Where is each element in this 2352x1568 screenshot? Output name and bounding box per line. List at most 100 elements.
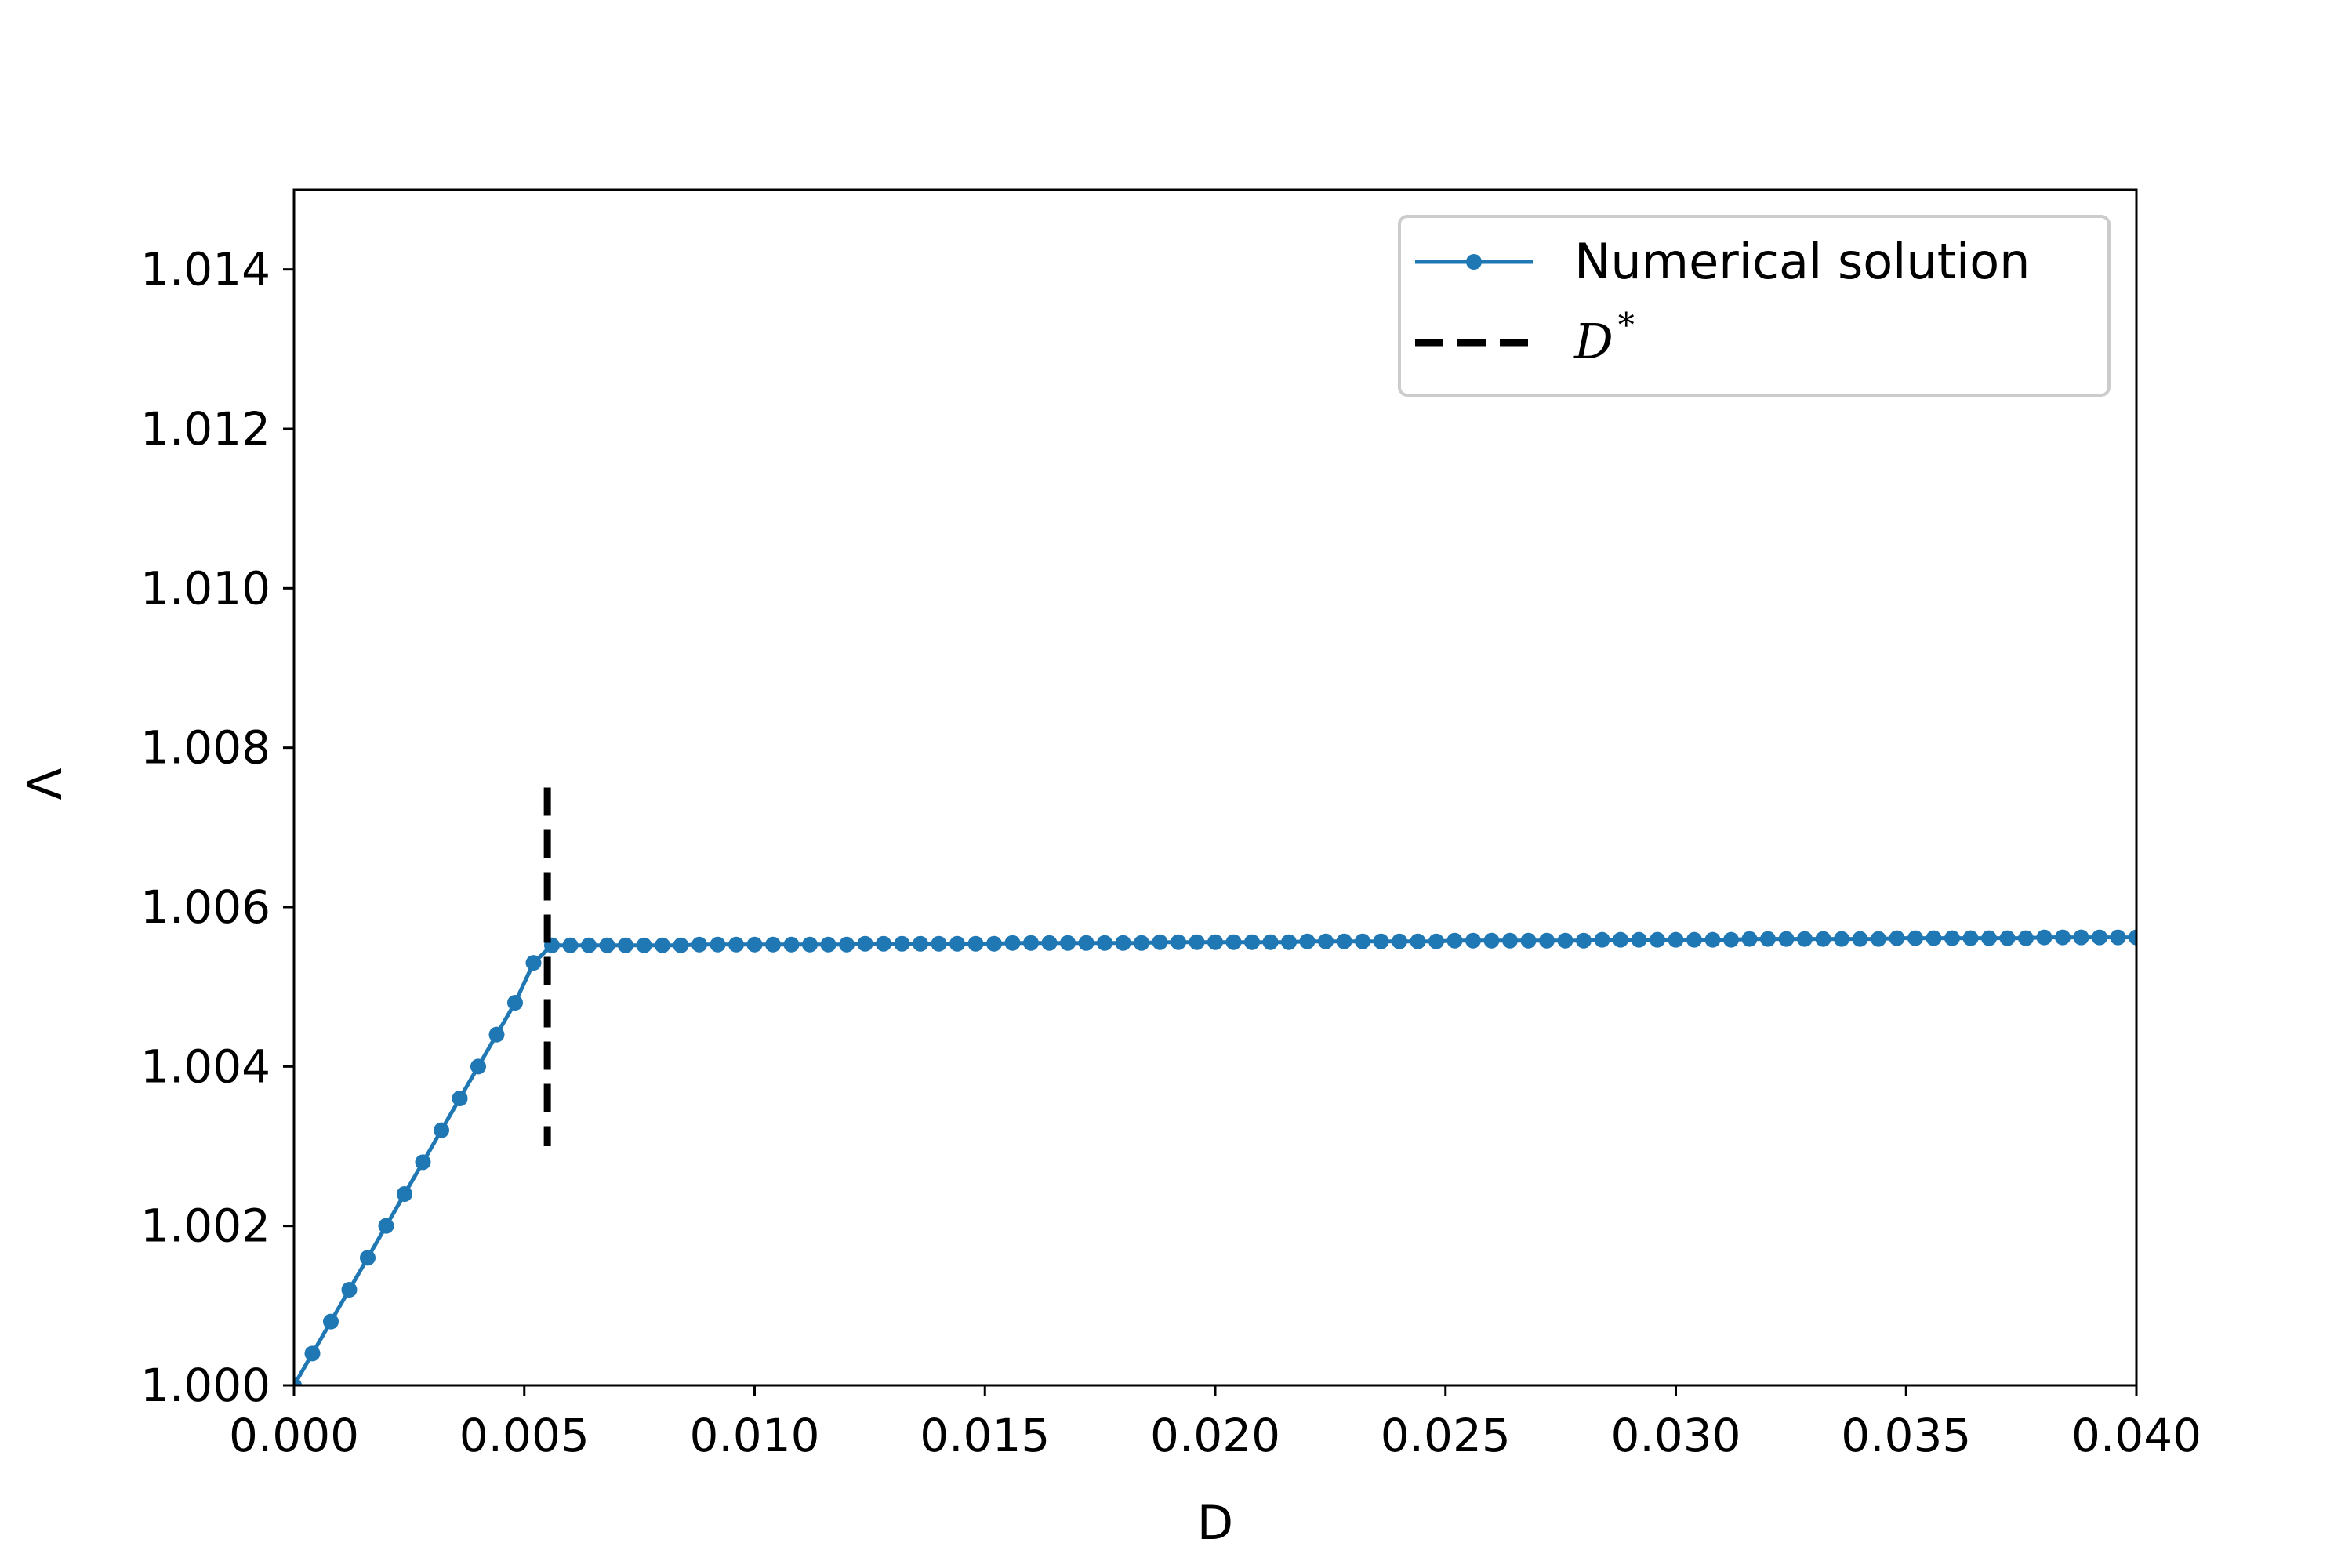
data-point xyxy=(1907,930,1923,946)
data-point xyxy=(1225,934,1242,950)
data-point xyxy=(1299,933,1316,949)
data-point xyxy=(1023,935,1039,951)
data-point xyxy=(2018,930,2034,946)
y-tick-label: 1.006 xyxy=(140,880,270,934)
data-point xyxy=(1797,931,1813,947)
data-point xyxy=(1962,930,1979,946)
data-point xyxy=(562,937,579,953)
data-point xyxy=(2129,929,2136,946)
y-tick-label: 1.008 xyxy=(140,721,270,775)
data-point xyxy=(304,1345,321,1362)
data-point xyxy=(1465,932,1481,949)
y-tick-label: 1.010 xyxy=(140,561,270,615)
data-point xyxy=(1078,935,1094,951)
data-point xyxy=(1446,932,1463,949)
data-point xyxy=(1483,932,1500,949)
legend-series-marker xyxy=(1466,254,1482,270)
data-point xyxy=(1613,931,1628,948)
plot-area xyxy=(294,929,2136,1385)
x-tick-label: 0.015 xyxy=(920,1409,1050,1462)
x-tick-label: 0.010 xyxy=(689,1409,819,1462)
data-point xyxy=(599,937,615,953)
data-point xyxy=(1152,934,1168,950)
data-point xyxy=(1631,931,1647,948)
y-tick-label: 1.000 xyxy=(140,1359,270,1412)
data-point xyxy=(1760,931,1776,947)
data-point xyxy=(655,937,670,953)
data-point xyxy=(1704,931,1721,948)
y-tick-label: 1.012 xyxy=(140,402,270,456)
data-point xyxy=(1207,934,1223,950)
data-point xyxy=(1502,932,1518,949)
data-point xyxy=(2073,929,2089,946)
data-point xyxy=(765,936,781,953)
data-point xyxy=(802,936,818,953)
data-point xyxy=(618,937,633,953)
data-point xyxy=(1723,931,1739,948)
legend-box xyxy=(1398,215,2111,397)
data-point xyxy=(1410,933,1426,949)
data-point xyxy=(2092,929,2107,946)
data-point xyxy=(1244,934,1260,950)
data-point xyxy=(1355,933,1370,949)
data-point xyxy=(415,1154,431,1171)
data-point xyxy=(1852,931,1868,947)
data-point xyxy=(1778,931,1795,947)
data-point xyxy=(525,955,542,971)
y-tick-label: 1.014 xyxy=(140,243,270,296)
x-tick-label: 0.035 xyxy=(1841,1409,1971,1462)
data-point xyxy=(673,937,689,953)
x-tick-label: 0.000 xyxy=(229,1409,359,1462)
data-point xyxy=(1741,931,1758,947)
legend-vline-label: D * xyxy=(1573,306,1635,370)
data-point xyxy=(2055,929,2071,946)
data-point xyxy=(1576,932,1592,949)
data-point xyxy=(710,936,726,953)
data-point xyxy=(1686,931,1702,948)
data-point xyxy=(581,937,597,953)
data-point xyxy=(1373,933,1389,949)
data-point xyxy=(728,936,744,953)
data-point xyxy=(1318,933,1334,949)
data-point xyxy=(1115,935,1131,951)
data-point xyxy=(1999,930,2016,946)
data-point xyxy=(294,1377,302,1385)
x-tick-label: 0.040 xyxy=(2071,1409,2201,1462)
x-tick-label: 0.030 xyxy=(1610,1409,1740,1462)
data-point xyxy=(636,937,652,953)
data-point xyxy=(1557,932,1573,949)
data-point xyxy=(1428,933,1444,949)
data-point xyxy=(434,1122,449,1138)
legend-vline-label-superscript: * xyxy=(1618,306,1635,344)
data-point xyxy=(1981,930,1997,946)
data-point xyxy=(323,1313,339,1330)
data-point xyxy=(1539,932,1555,949)
data-point xyxy=(1004,935,1021,951)
data-point xyxy=(488,1026,505,1043)
data-point xyxy=(470,1058,486,1075)
data-point xyxy=(820,936,837,953)
data-point xyxy=(1392,933,1407,949)
legend-series-label: Numerical solution xyxy=(1574,233,2030,290)
data-point xyxy=(397,1186,412,1202)
data-point xyxy=(876,935,891,952)
data-point xyxy=(1134,935,1149,951)
data-point xyxy=(1926,930,1942,946)
data-point xyxy=(2110,929,2126,946)
data-point xyxy=(1520,932,1537,949)
data-point xyxy=(894,935,910,952)
data-point xyxy=(949,935,965,952)
data-point xyxy=(1944,930,1960,946)
data-point xyxy=(360,1250,376,1266)
data-point xyxy=(913,935,928,952)
data-point xyxy=(839,936,855,953)
data-point xyxy=(452,1091,468,1106)
data-point xyxy=(1189,934,1205,950)
data-point xyxy=(1650,931,1665,948)
data-point xyxy=(1668,931,1684,948)
x-axis-label: D xyxy=(1197,1496,1233,1551)
data-point xyxy=(1336,933,1352,949)
data-point xyxy=(1871,931,1886,947)
data-point xyxy=(1815,931,1831,947)
data-point xyxy=(1097,935,1112,951)
